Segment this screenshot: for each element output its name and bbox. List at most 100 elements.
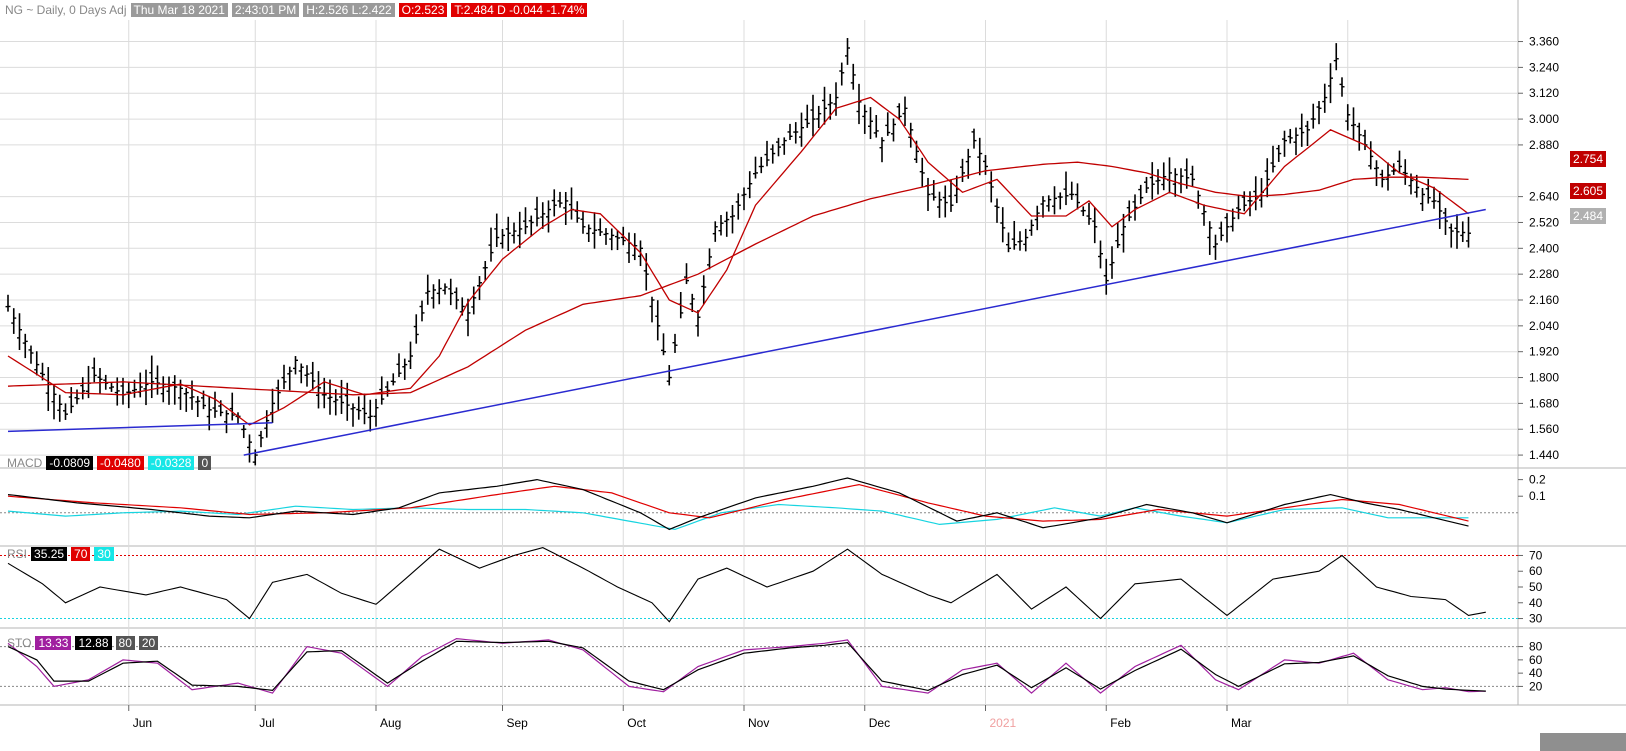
ohlc-bar-128 [741,187,747,211]
ohlc-bar-63 [367,399,373,432]
price-tick-label-11: 1.920 [1529,345,1559,359]
ohlc-bar-13 [80,377,86,400]
ohlc-bar-179 [1034,205,1040,231]
ohlc-bar-228 [1316,101,1322,125]
sto-k-value: 13.33 [35,636,72,650]
price-axis-area [1518,0,1626,705]
ohlc-bar-67 [390,373,396,386]
rsi-line [7,547,1486,623]
rsi-legend: RSI 35.25 70 30 [7,547,114,561]
macd-title: MACD [7,456,43,470]
ohlc-bar-170 [983,155,988,175]
ohlc-bar-80 [465,298,471,337]
ohlc-bar-95 [551,189,557,217]
price-tick-label-10: 2.040 [1529,319,1559,333]
x-tick-label-6: Dec [869,716,890,730]
ohlc-bar-184 [1063,171,1069,206]
ohlc-bar-124 [718,215,724,236]
ohlc-bar-134 [776,137,781,157]
ohlc-bar-47 [275,379,281,410]
ohlc-bar-193 [1115,222,1121,249]
ohlc-bar-127 [735,193,741,220]
ohlc-bar-93 [540,202,546,229]
ohlc-bar-24 [143,369,149,406]
ohlc-bar-212 [1224,213,1230,243]
ohlc-bar-3 [22,333,28,359]
ohlc-bar-49 [287,366,293,391]
ohlc-bar-186 [1075,183,1080,210]
ohlc-bar-133 [770,144,776,164]
rsi-value: 35.25 [31,547,68,561]
ohlc-bar-235 [1356,122,1362,151]
ohlc-bar-168 [971,128,977,149]
ohlc-bar-249 [1437,191,1443,229]
ohlc-bar-195 [1126,200,1132,222]
ohlc-bar-94 [546,200,551,233]
ohlc-bar-8 [51,384,57,420]
ohlc-bar-25 [149,355,155,399]
ohlc-bar-118 [684,263,689,285]
price-tick-label-8: 2.280 [1529,267,1559,281]
trend-line-0 [7,422,273,433]
ohlc-bar-164 [948,179,954,212]
ohlc-bar-223 [1287,128,1293,144]
ohlc-bar-56 [327,379,333,415]
ohlc-bar-197 [1138,184,1144,205]
rsi-tick-label-4: 30 [1529,612,1543,626]
ohlc-bar-147 [850,63,856,90]
ohlc-bar-62 [362,393,367,425]
ohlc-bar-162 [937,191,942,218]
ohlc-bar-15 [91,357,97,383]
ohlc-bar-167 [965,148,971,179]
ohlc-bar-150 [868,107,873,140]
ohlc-bar-43 [252,449,258,466]
ohlc-bar-18 [109,382,114,392]
sto-d-line [7,640,1486,692]
ohlc-bar-72 [419,300,425,322]
ohlc-bar-209 [1207,221,1213,255]
sto-tick-label-3: 20 [1529,679,1543,693]
ohlc-bar-38 [224,410,229,434]
macd-tick-label-1: 0.1 [1529,489,1546,503]
ohlc-bar-238 [1374,160,1379,187]
ohlc-bar-78 [454,287,459,310]
ma-short-price-tag: 2.605 [1569,183,1606,199]
ohlc-bar-181 [1046,195,1052,212]
ohlc-bar-64 [373,398,379,427]
ohlc-bar-68 [396,353,402,377]
ohlc-bar-196 [1132,194,1138,221]
ohlc-bar-137 [793,122,799,144]
ohlc-bar-100 [580,210,586,234]
ohlc-bar-53 [310,361,316,391]
ohlc-bar-251 [1448,223,1454,248]
ohlc-bar-245 [1414,174,1420,198]
rsi-tick-label-0: 70 [1529,548,1543,562]
sto-upper-level: 80 [115,636,135,650]
ohlc-bar-96 [557,191,563,208]
ohlc-bar-12 [74,389,80,405]
ohlc-bar-231 [1333,43,1339,71]
ohlc-bar-214 [1236,195,1241,220]
ohlc-bar-54 [316,371,321,409]
rsi-upper-level: 70 [71,547,91,561]
price-tick-label-2: 3.120 [1529,86,1559,100]
ohlc-bar-99 [574,201,580,223]
ohlc-bar-73 [425,274,431,305]
ohlc-bar-146 [845,38,850,65]
ohlc-bar-208 [1201,204,1207,226]
ohlc-bar-216 [1247,191,1253,217]
rsi-lower-level: 30 [94,547,114,561]
macd-legend: MACD -0.0809 -0.0480 -0.0328 0 [7,456,212,470]
sto-d-value: 12.88 [75,636,112,650]
ohlc-bar-225 [1299,113,1305,147]
ohlc-bar-121 [701,275,707,305]
last-badge: T:2.484 D -0.044 -1.74% [451,3,588,17]
ohlc-bar-185 [1069,181,1075,200]
ohlc-bar-74 [431,284,436,309]
ohlc-bar-175 [1011,220,1017,250]
ohlc-bar-200 [1155,169,1161,195]
ohlc-bar-106 [615,230,620,251]
ohlc-bar-48 [281,364,287,390]
moving-average-long-line [7,161,1469,396]
